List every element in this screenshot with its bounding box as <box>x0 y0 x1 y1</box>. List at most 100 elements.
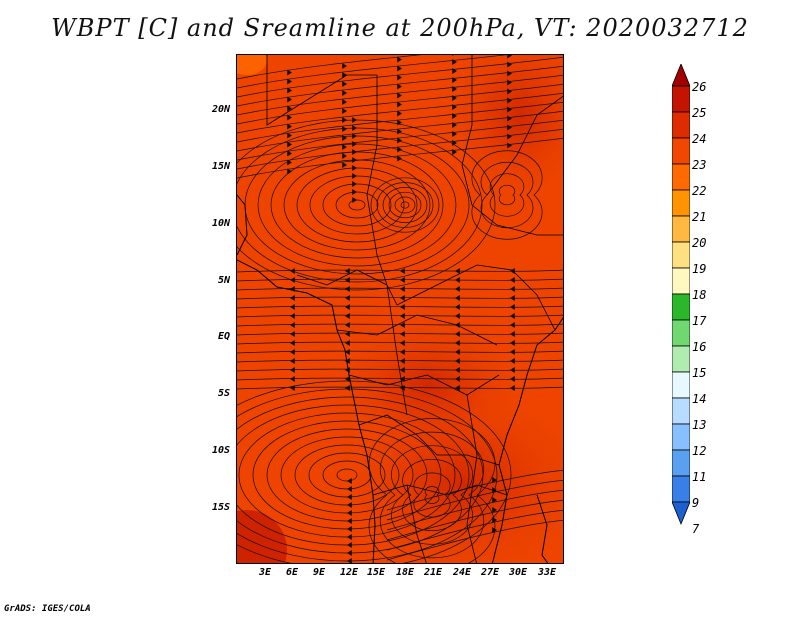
streamline-arrow <box>290 331 295 337</box>
colorbar-label: 23 <box>692 158 707 172</box>
colorbar-cell <box>672 345 690 373</box>
streamline-arrow <box>345 268 350 274</box>
warm-region <box>237 510 287 563</box>
streamline <box>308 452 386 498</box>
colorbar-label: 24 <box>692 132 707 146</box>
lon-label: 27E <box>480 567 500 578</box>
streamline-arrow <box>507 79 512 86</box>
colorbar-label: 9 <box>692 496 700 510</box>
cool-region <box>237 55 267 75</box>
streamline-arrow <box>352 189 357 195</box>
lon-label: 9E <box>312 567 326 578</box>
lon-label: 33E <box>537 567 557 578</box>
streamline <box>368 418 496 563</box>
streamline <box>237 56 563 98</box>
colorbar-label: 18 <box>692 288 707 302</box>
streamline-arrow <box>287 69 292 76</box>
colorbar-cell <box>672 501 690 526</box>
streamline-arrow <box>455 295 460 301</box>
streamline-arrow <box>342 153 347 159</box>
credit-text: GrADS: IGES/COLA <box>4 604 91 614</box>
streamline-arrow <box>510 268 515 274</box>
colorbar-label: 16 <box>692 340 707 354</box>
streamline <box>480 161 534 229</box>
streamline-arrow <box>352 149 357 155</box>
streamline <box>394 196 416 214</box>
colorbar-cell <box>672 319 690 347</box>
streamline-arrow <box>400 349 405 355</box>
streamline <box>386 519 563 561</box>
streamline-arrow <box>347 526 352 532</box>
colorbar-cell <box>672 475 690 503</box>
streamline-arrow <box>397 155 402 162</box>
streamline <box>237 74 563 116</box>
colorbar-label: 26 <box>692 80 707 94</box>
streamline-arrow <box>342 126 347 132</box>
streamline-arrow <box>342 117 347 123</box>
streamline-arrow <box>455 367 460 373</box>
streamline-arrow <box>290 367 295 373</box>
streamline <box>294 444 400 506</box>
colorbar-cell <box>672 371 690 399</box>
streamline-arrow <box>507 70 512 77</box>
colorbar-cell <box>672 397 690 425</box>
colorbar-cell <box>672 137 690 165</box>
streamline-arrow <box>345 295 350 301</box>
streamline-arrow <box>452 86 457 92</box>
streamline-arrow <box>510 376 515 382</box>
streamline-arrow <box>342 162 347 168</box>
streamline-arrow <box>287 78 292 85</box>
lon-label: 24E <box>452 567 472 578</box>
streamline-arrow <box>400 277 405 283</box>
streamline <box>498 184 516 206</box>
streamline-arrow <box>347 542 352 548</box>
map-title: WBPT [C] and Sreamline at 200hPa, VT: 20… <box>51 14 749 42</box>
streamline-arrow <box>397 65 402 72</box>
streamline <box>237 119 563 161</box>
lat-label: 10S <box>211 445 230 456</box>
streamline-arrow <box>510 304 515 310</box>
streamline <box>237 137 563 179</box>
streamline-arrow <box>342 90 347 96</box>
streamline <box>370 177 440 233</box>
streamline-arrow <box>452 55 454 56</box>
streamline <box>257 143 457 267</box>
streamline-arrow <box>510 349 515 355</box>
streamline-arrow <box>345 385 350 391</box>
streamline <box>489 173 525 217</box>
colorbar-label: 20 <box>692 236 707 250</box>
streamline-arrow <box>400 313 405 319</box>
streamline <box>386 479 563 521</box>
streamline-arrow <box>455 277 460 283</box>
streamline-arrow <box>400 331 405 337</box>
colorbar-label: 13 <box>692 418 707 432</box>
streamline <box>244 135 470 275</box>
streamline <box>237 314 563 318</box>
streamline-arrow <box>452 104 457 110</box>
streamline-arrow <box>492 507 497 513</box>
streamline <box>382 187 428 223</box>
streamline-arrow <box>400 286 405 292</box>
streamline-arrow <box>397 110 402 117</box>
streamline-arrow <box>400 304 405 310</box>
streamline-arrow <box>342 99 347 105</box>
streamline-arrow <box>455 385 460 391</box>
streamline <box>283 159 431 251</box>
colorbar-label: 19 <box>692 262 707 276</box>
streamline <box>471 150 543 240</box>
colorbar-cell <box>672 163 690 191</box>
streamline-arrow <box>400 358 405 364</box>
colorbar-label: 11 <box>692 470 707 484</box>
streamline-arrow <box>290 304 295 310</box>
streamline-arrow <box>287 123 292 130</box>
streamline-arrow <box>397 137 402 144</box>
streamline-arrow <box>400 367 405 373</box>
streamline-arrow <box>352 157 357 163</box>
streamline-arrow <box>342 63 347 69</box>
colorbar <box>672 64 690 526</box>
lon-label: 21E <box>423 567 443 578</box>
colorbar-label: 12 <box>692 444 707 458</box>
streamline-arrow <box>510 313 515 319</box>
map-panel <box>236 54 564 564</box>
streamline <box>402 459 462 531</box>
